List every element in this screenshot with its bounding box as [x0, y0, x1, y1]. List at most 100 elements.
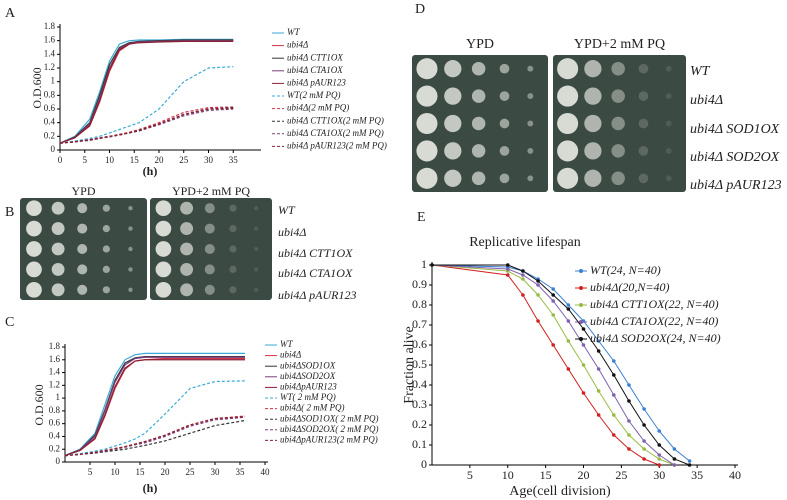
data-point [596, 413, 601, 417]
data-point [521, 273, 525, 277]
spot [499, 63, 510, 74]
spot [77, 223, 88, 234]
plate-header: YPD [71, 184, 95, 198]
data-point [642, 439, 646, 443]
legend-label: ubi4ΔpAUR123 [280, 381, 337, 391]
spot [253, 267, 259, 272]
spot [155, 200, 172, 217]
data-point [566, 367, 571, 371]
y-tick-label: 1.2 [49, 379, 60, 389]
spot [444, 87, 462, 105]
y-tick-label: 0.6 [49, 418, 61, 428]
row-label: ubi4Δ SOD2OX [690, 150, 780, 165]
data-point [596, 389, 601, 393]
spot [584, 60, 602, 78]
legend-marker [579, 320, 583, 324]
data-point [596, 349, 601, 353]
data-point [536, 283, 540, 287]
y-tick-label: 1.4 [44, 48, 56, 58]
data-point [566, 319, 571, 323]
spot [638, 118, 649, 129]
plate [150, 198, 272, 300]
spot [51, 222, 65, 236]
data-point [642, 447, 646, 451]
spot [204, 203, 215, 214]
spot [611, 61, 625, 76]
x-tick-label: 15 [540, 468, 552, 482]
y-tick-label: 0.4 [49, 431, 61, 441]
plate-header: YPD+2 mM PQ [172, 184, 250, 198]
spot [51, 262, 65, 276]
data-point [581, 363, 586, 367]
x-tick-label: 0 [58, 155, 63, 165]
legend-label: ubi4Δ [287, 40, 308, 50]
data-point [505, 273, 510, 277]
y-tick-label: 1.8 [44, 21, 56, 31]
spot [557, 167, 579, 189]
data-point [521, 293, 525, 297]
series-line [59, 39, 234, 144]
spot [557, 140, 579, 162]
spot [665, 65, 672, 72]
spot [204, 243, 215, 255]
spot [444, 142, 462, 160]
data-point [596, 367, 601, 371]
x-tick-label: 40 [729, 468, 741, 482]
spot [665, 147, 672, 154]
spot [416, 112, 438, 135]
spot [128, 267, 133, 272]
legend-label: ubi4ΔSOD2OX( 2 mM PQ) [280, 424, 379, 434]
spot [499, 173, 510, 184]
y-tick-label: 1.6 [49, 354, 61, 364]
spot [26, 200, 42, 217]
spot [229, 286, 237, 294]
y-tick-label: 0.7 [412, 317, 427, 331]
data-point [657, 429, 662, 433]
spot [584, 169, 602, 187]
legend-label: ubi4Δ pAUR123 [287, 77, 346, 87]
data-point [642, 407, 646, 411]
data-point [505, 267, 510, 271]
data-point [566, 303, 571, 307]
legend-label: ubi4Δ CTA1OX(22, N=40) [590, 314, 718, 328]
spot [102, 204, 110, 212]
data-point [566, 307, 571, 311]
spot [638, 146, 649, 156]
series-line [59, 107, 234, 144]
series-line [64, 380, 246, 457]
y-tick-label: 0.6 [44, 103, 56, 113]
spot [471, 171, 486, 186]
spot [471, 116, 486, 131]
data-point [521, 269, 525, 273]
x-tick-label: 5 [88, 467, 93, 477]
y-tick-label: 1.8 [49, 341, 61, 351]
data-point [627, 433, 631, 437]
spot [229, 224, 237, 233]
x-tick-label: 20 [161, 467, 171, 477]
spot [584, 87, 602, 105]
y-tick-label: 1.4 [49, 367, 61, 377]
x-axis-label: Age(cell division) [509, 484, 611, 499]
legend-label: ubi4Δ CTT1OX(22, N=40) [590, 297, 719, 311]
spot [253, 287, 259, 292]
spot [102, 265, 110, 274]
y-tick-label: 0.2 [44, 130, 55, 140]
data-point [657, 463, 662, 467]
spot [180, 283, 194, 297]
spot [416, 58, 438, 80]
spot [499, 118, 510, 129]
data-point [612, 413, 616, 417]
x-tick-label: 35 [229, 155, 239, 165]
data-point [521, 277, 525, 281]
spot [128, 246, 133, 252]
spot [204, 264, 215, 275]
legend-label: ubi4Δ [280, 350, 301, 360]
spot [416, 140, 438, 162]
legend-label: ubi4Δ CTT1OX [287, 52, 343, 62]
data-point [672, 457, 677, 461]
spot [527, 93, 534, 100]
x-tick-label: 35 [236, 467, 246, 477]
y-tick-label: 0.5 [412, 357, 427, 371]
spot [26, 281, 42, 298]
legend-label: ubi4ΔpAUR123(2 mM PQ) [280, 434, 378, 444]
